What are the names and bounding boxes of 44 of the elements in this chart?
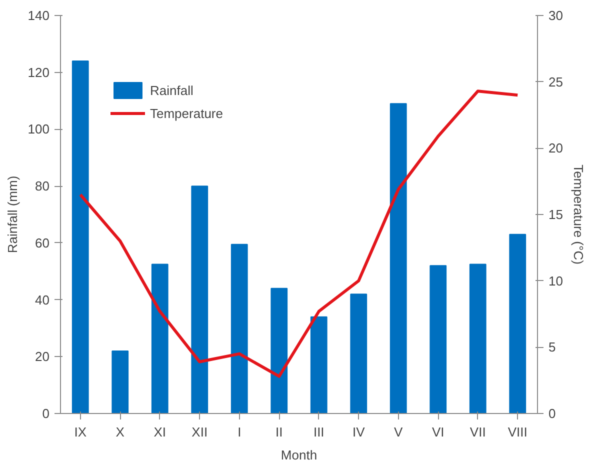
- y-tick-label: 140: [28, 8, 50, 23]
- bar: [270, 288, 288, 414]
- y-tick-label: 60: [35, 235, 50, 250]
- x-tick-label: XI: [154, 424, 166, 440]
- bar: [230, 244, 248, 414]
- y2-axis-title: Temperature (°C): [570, 164, 586, 264]
- y2-tick-label: 30: [548, 8, 563, 23]
- x-tick-label: II: [276, 424, 283, 440]
- legend-label: Temperature: [150, 106, 223, 120]
- bar: [390, 103, 407, 414]
- bar: [350, 294, 368, 414]
- bar: [310, 316, 328, 414]
- bar: [430, 265, 447, 414]
- x-tick-label: IX: [74, 424, 87, 440]
- bar: [469, 264, 486, 414]
- x-tick-label: VI: [432, 424, 444, 440]
- x-tick-label: III: [313, 424, 324, 440]
- bar: [112, 350, 129, 414]
- x-tick-label: X: [116, 424, 125, 440]
- x-axis-title: Month: [280, 448, 318, 462]
- y-tick-label: 0: [42, 406, 50, 421]
- x-tick-label: I: [238, 424, 242, 440]
- y2-tick-label: 0: [548, 406, 556, 421]
- y2-tick-label: 25: [548, 74, 563, 90]
- x-tick-label: VIII: [508, 424, 528, 440]
- y-axis-title: Rainfall (mm): [4, 176, 20, 254]
- x-tick-label: V: [394, 424, 404, 440]
- bar: [72, 60, 89, 414]
- x-tick-label: VII: [470, 424, 486, 440]
- y2-tick-label: 5: [548, 340, 556, 355]
- y-tick-label: 40: [35, 292, 50, 308]
- bar: [151, 264, 168, 414]
- y-tick-label: 20: [35, 349, 50, 364]
- legend-label: Rainfall: [150, 82, 194, 98]
- y2-tick-label: 20: [548, 140, 563, 156]
- y2-tick-label: 15: [548, 207, 563, 222]
- x-tick-label: XII: [192, 424, 208, 440]
- y-tick-label: 80: [35, 178, 50, 194]
- x-tick-label: IV: [352, 424, 366, 440]
- bar: [191, 186, 208, 414]
- bar: [509, 234, 526, 414]
- y-tick-label: 100: [28, 122, 50, 137]
- y2-tick-label: 10: [548, 273, 563, 288]
- y-tick-label: 120: [28, 64, 50, 80]
